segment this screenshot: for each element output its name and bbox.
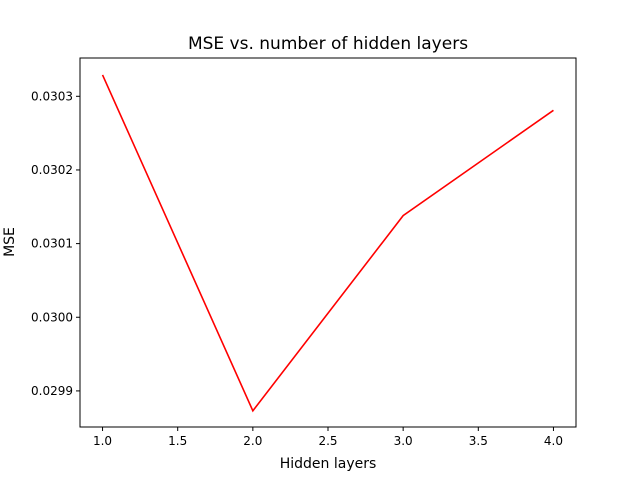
y-tick-label: 0.0302 [31, 163, 73, 177]
series-line [101, 74, 554, 413]
x-tick-label: 1.0 [93, 434, 112, 448]
x-tick-label: 2.0 [243, 434, 262, 448]
y-tick-label: 0.0300 [31, 310, 73, 324]
y-tick-label: 0.0303 [31, 89, 73, 103]
y-tick-label: 0.0299 [31, 384, 73, 398]
x-tick-label: 2.5 [318, 434, 337, 448]
x-tick-label: 1.5 [168, 434, 187, 448]
series-layer [101, 74, 554, 413]
plot-area-frame [79, 57, 577, 428]
x-tick-label: 3.0 [394, 434, 413, 448]
chart-title: MSE vs. number of hidden layers [188, 34, 468, 54]
x-tick-label: 4.0 [544, 434, 563, 448]
y-axis-ticks: 0.0299 0.0300 0.0301 0.0302 0.0303 [31, 89, 80, 398]
x-axis-label: Hidden layers [280, 456, 377, 472]
y-tick-label: 0.0301 [31, 237, 73, 251]
x-axis-ticks: 1.0 1.5 2.0 2.5 3.0 3.5 4.0 [93, 427, 563, 448]
y-axis-label: MSE [2, 227, 18, 257]
x-tick-label: 3.5 [469, 434, 488, 448]
